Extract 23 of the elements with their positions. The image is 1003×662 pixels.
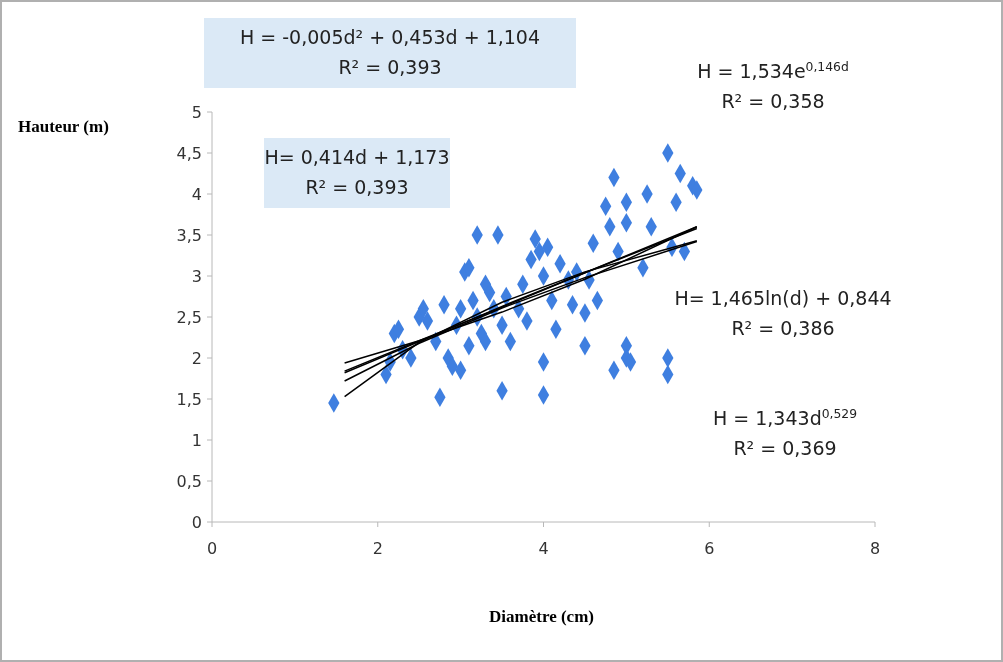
y-tick-label: 5: [191, 102, 202, 122]
x-axis-title: Diamètre (cm): [489, 607, 594, 626]
x-tick-label: 6: [704, 539, 715, 558]
y-tick-label: 2: [191, 348, 202, 368]
x-tick-label: 0: [206, 539, 218, 558]
y-tick-label: 4,5: [176, 143, 202, 163]
text: H = 1,343d$^{0,529}$ R² = 0,369: [712, 407, 858, 459]
y-tick-label: 0: [191, 512, 202, 532]
annotation: H= 0,414d + 1,173 R² = 0,393: [264, 146, 450, 198]
y-tick-label: 1,5: [176, 389, 202, 409]
text: H = 1,534e$^{0,146d}$ R² = 0,358: [697, 60, 849, 112]
y-tick-label: 2,5: [176, 307, 202, 327]
text: H = -0,005d² + 0,453d + 1,104 R² = 0,393: [239, 26, 541, 78]
x-tick-label: 2: [372, 539, 383, 558]
y-tick-label: 3: [191, 266, 202, 286]
y-tick-label: 3,5: [176, 225, 202, 245]
y-tick-label: 4: [191, 184, 202, 204]
y-axis-title: Hauteur (m): [18, 117, 109, 136]
y-tick-label: 1: [191, 430, 202, 450]
y-tick-label: 0,5: [176, 471, 202, 491]
x-tick-label: 4: [538, 539, 549, 558]
annotation: H= 1,465ln(d) + 0,844 R² = 0,386: [674, 287, 892, 339]
x-tick-label: 8: [869, 539, 881, 558]
